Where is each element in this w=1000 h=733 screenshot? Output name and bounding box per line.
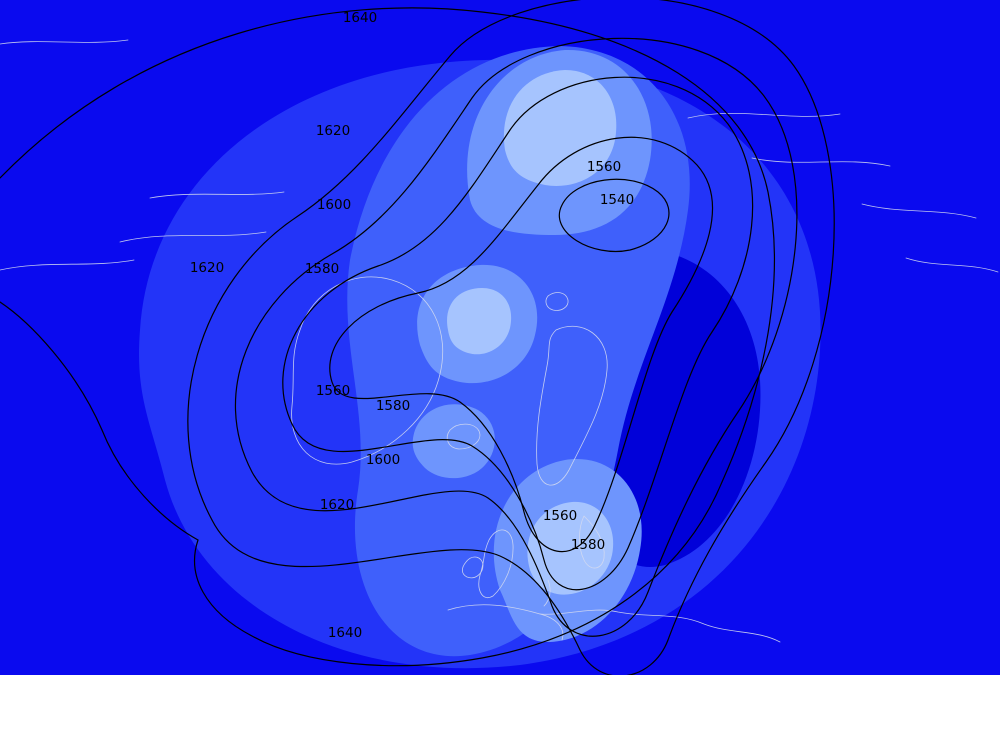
- coastline: [536, 325, 608, 486]
- contour-line-1540: [558, 178, 670, 252]
- contour-label: 1580: [571, 537, 605, 553]
- contour-labels: 1640 1620 1600 1560 1540 1620 1580 1560 …: [190, 10, 634, 641]
- contour-line-1580: [282, 76, 754, 591]
- coastline: [545, 292, 569, 311]
- coastline: [446, 423, 481, 450]
- contour-label: 1560: [587, 159, 621, 175]
- contour-label: 1560: [316, 383, 350, 399]
- temperature-shading: [447, 288, 512, 355]
- coastline: [291, 276, 444, 465]
- contour-label: 1580: [376, 398, 410, 414]
- coastline: [461, 556, 484, 579]
- coastline: [687, 112, 841, 119]
- contour-label: 1580: [305, 261, 339, 277]
- contour-line-1600: [234, 37, 798, 637]
- coastline: [579, 515, 605, 569]
- coastline: [861, 203, 977, 219]
- contour-label: 1620: [316, 123, 350, 139]
- contour-label: 1600: [366, 452, 400, 468]
- coastline: [149, 191, 285, 199]
- coastline: [751, 157, 891, 167]
- coastline: [543, 579, 551, 607]
- coastline: [0, 39, 129, 45]
- contour-label: 1540: [600, 192, 634, 208]
- coastline: [905, 257, 999, 273]
- temperature-shading-layer: [0, 0, 1000, 675]
- contour-label: 1560: [543, 508, 577, 524]
- contour-label: 1600: [317, 197, 351, 213]
- contour-label: 1640: [343, 10, 377, 26]
- weather-map: 1640 1620 1600 1560 1540 1620 1580 1560 …: [0, 0, 1000, 675]
- contour-line-1620: [187, 0, 835, 675]
- coastline: [119, 231, 267, 243]
- temperature-shading: [412, 404, 495, 479]
- coastline: [539, 609, 781, 643]
- contour-line-1560: [329, 136, 714, 553]
- footer: Height/Temp. 100 hPa [gdmp][°C] GFS Tu 1…: [0, 675, 1000, 733]
- contour-label: 1640: [328, 625, 362, 641]
- coastlines: [0, 39, 999, 643]
- contour-label: 1620: [320, 497, 354, 513]
- contour-label: 1620: [190, 260, 224, 276]
- contour-lines: [0, 0, 835, 675]
- contour-line-1640: [0, 7, 776, 667]
- temperature-shading: [503, 70, 617, 186]
- coastline: [0, 259, 135, 271]
